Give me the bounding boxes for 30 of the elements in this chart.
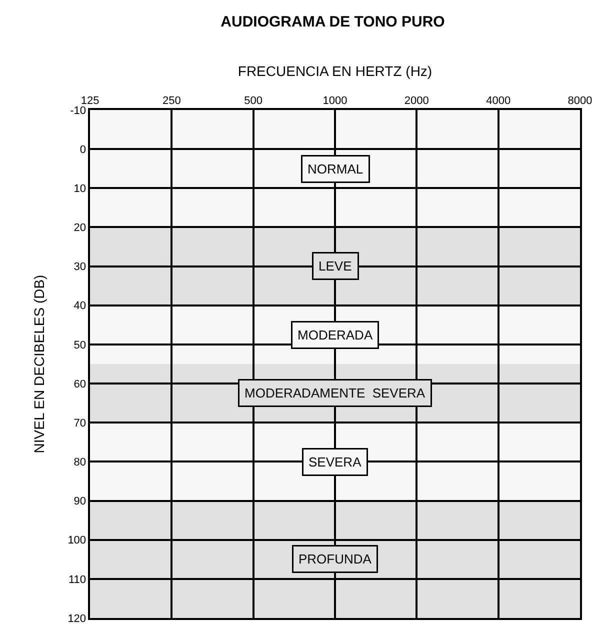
chart-title: AUDIOGRAMA DE TONO PURO <box>220 13 446 30</box>
y-axis-title: NIVEL EN DECIBELES (DB) <box>30 274 47 454</box>
band-label: LEVE <box>318 258 352 274</box>
y-tick-label: 30 <box>74 261 86 274</box>
y-tick-label: 50 <box>74 339 86 352</box>
band-label: PROFUNDA <box>298 552 372 566</box>
band-label: NORMAL <box>308 162 364 176</box>
x-tick-label: 2000 <box>404 94 429 107</box>
x-tick-label: 8000 <box>568 94 592 107</box>
x-tick-label: 125 <box>80 94 100 107</box>
y-tick-label: 90 <box>74 496 86 508</box>
x-tick-label: 500 <box>244 94 263 107</box>
y-tick-label: 80 <box>74 456 86 469</box>
y-tick-label: 40 <box>74 300 86 312</box>
y-tick-label: 20 <box>74 222 86 234</box>
y-tick-label: 60 <box>74 378 86 390</box>
y-tick-label: 100 <box>68 534 86 547</box>
y-tick-label: 70 <box>74 417 86 430</box>
band-label: SEVERA <box>308 454 362 470</box>
x-axis-title: FRECUENCIA EN HERTZ (Hz) <box>238 62 432 79</box>
y-tick-label: 10 <box>74 183 86 195</box>
y-tick-label: 0 <box>80 144 86 156</box>
y-tick-label: 110 <box>68 574 86 586</box>
x-tick-label: 4000 <box>486 94 511 107</box>
y-tick-label: -10 <box>70 104 86 117</box>
band-label: MODERADA <box>298 328 373 342</box>
band-label: MODERADAMENTE SEVERA <box>244 386 426 400</box>
x-tick-label: 1000 <box>322 94 348 107</box>
y-tick-label: 120 <box>68 612 86 625</box>
x-tick-label: 250 <box>162 94 181 107</box>
